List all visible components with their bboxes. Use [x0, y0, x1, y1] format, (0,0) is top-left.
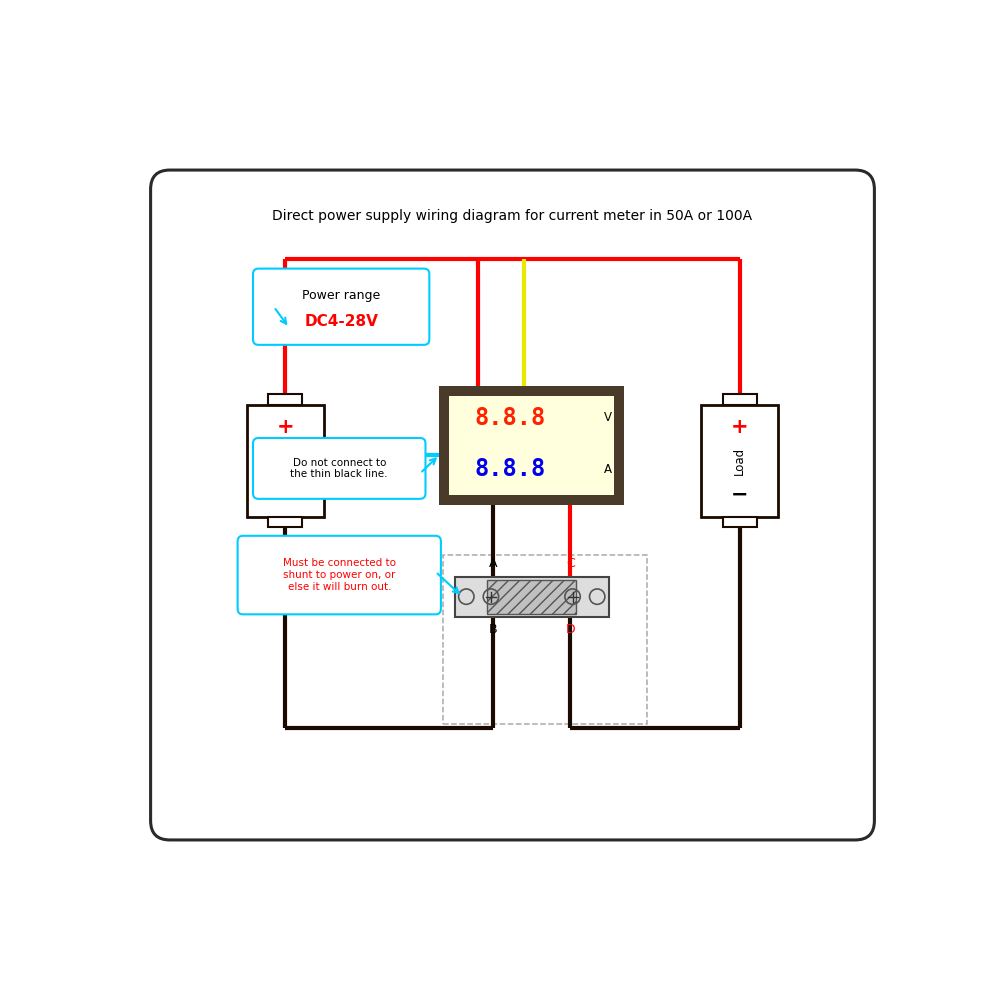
Bar [247, 405, 324, 517]
Text: A: A [604, 463, 612, 476]
Bar [439, 386, 624, 505]
Text: V: V [604, 411, 612, 424]
Text: Power range: Power range [302, 289, 380, 302]
Bar [268, 517, 302, 527]
Text: Do not connect to
the thin black line.: Do not connect to the thin black line. [290, 458, 388, 479]
Bar [701, 405, 778, 517]
Text: +: + [277, 417, 294, 437]
Bar [268, 394, 302, 405]
Text: C: C [566, 557, 575, 570]
Text: 8.8.8: 8.8.8 [475, 406, 546, 430]
Text: Load: Load [733, 447, 746, 475]
Text: 8.8.8: 8.8.8 [475, 457, 546, 481]
Text: +: + [731, 417, 748, 437]
FancyBboxPatch shape [253, 438, 425, 499]
Text: B: B [489, 623, 498, 636]
FancyBboxPatch shape [238, 536, 441, 614]
Text: A: A [489, 557, 498, 570]
FancyBboxPatch shape [151, 170, 874, 840]
Bar [455, 577, 609, 617]
Text: power: power [279, 442, 292, 479]
Text: −: − [277, 484, 294, 504]
Text: D: D [565, 623, 575, 636]
Bar [449, 396, 614, 495]
Bar [723, 517, 757, 527]
Text: −: − [731, 484, 748, 504]
Text: Direct power supply wiring diagram for current meter in 50A or 100A: Direct power supply wiring diagram for c… [272, 209, 753, 223]
Bar [723, 394, 757, 405]
Bar [443, 555, 647, 724]
Text: Must be connected to
shunt to power on, or
else it will burn out.: Must be connected to shunt to power on, … [283, 558, 396, 592]
Text: DC4-28V: DC4-28V [304, 314, 378, 329]
Bar [487, 580, 576, 614]
FancyBboxPatch shape [253, 269, 429, 345]
